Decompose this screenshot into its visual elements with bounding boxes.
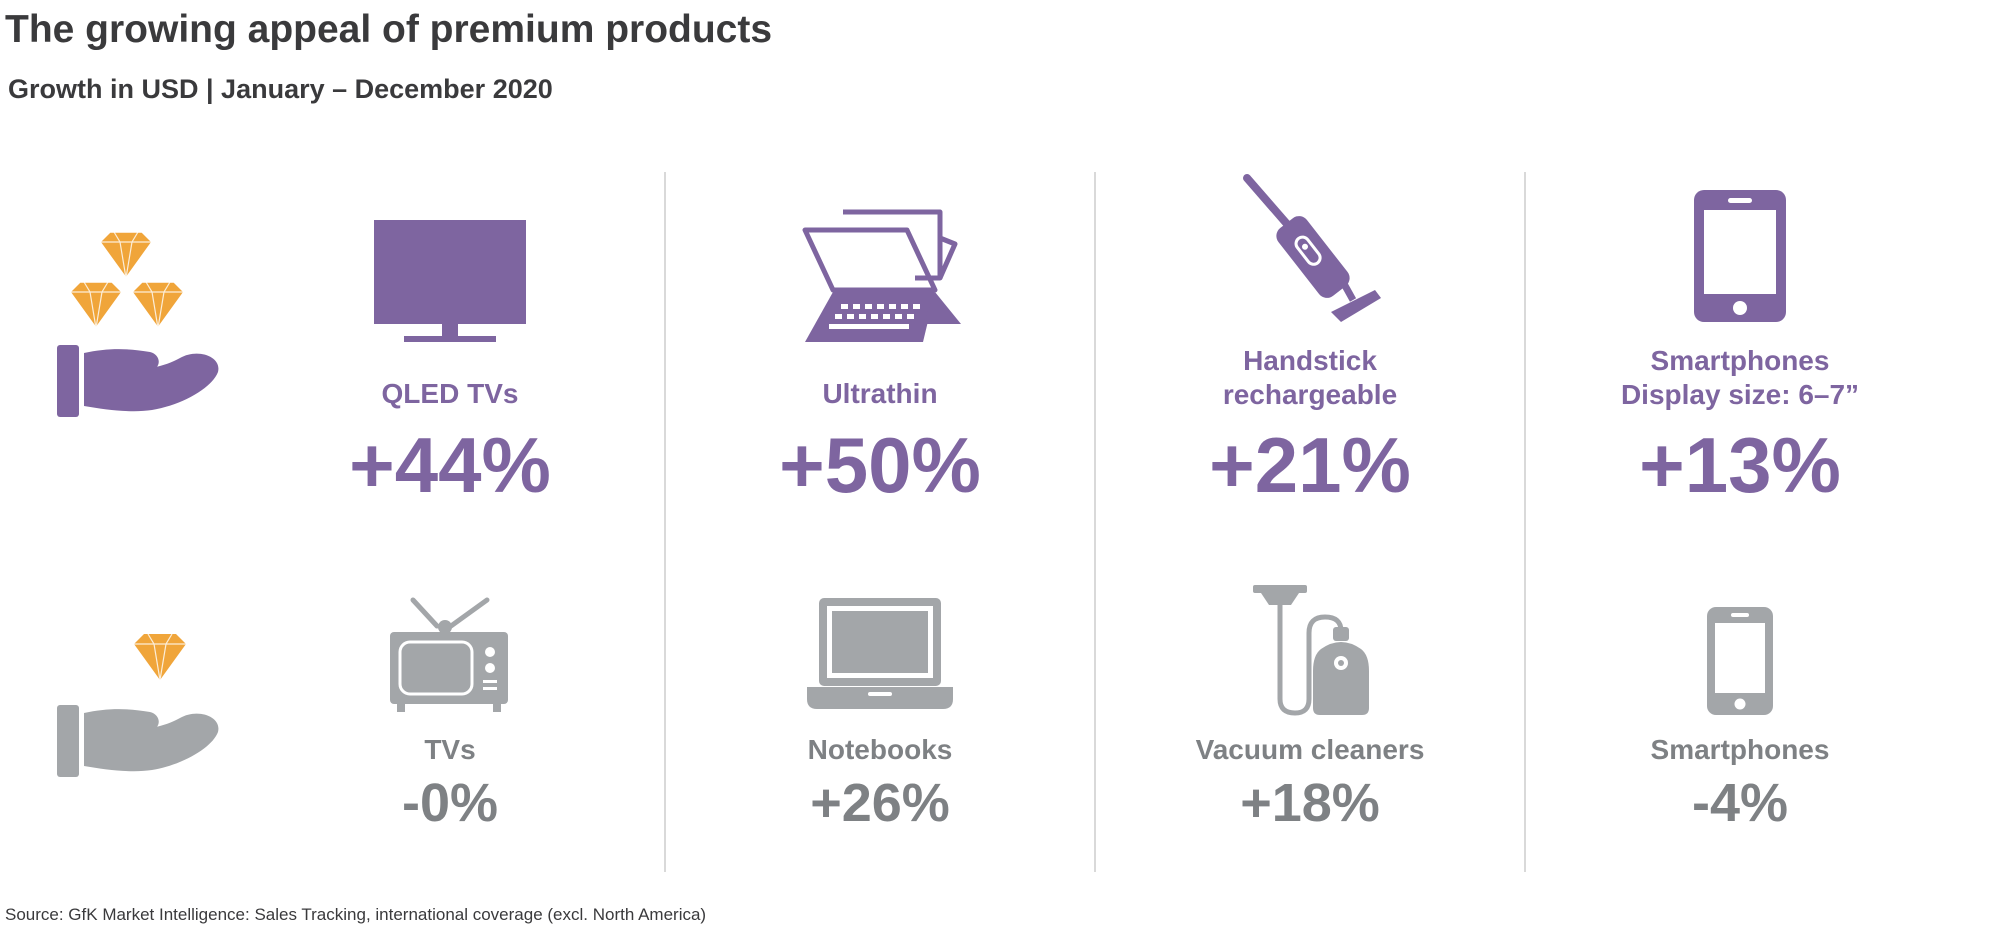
category-label: TVs — [424, 734, 476, 765]
hand-with-one-diamond-icon — [57, 633, 219, 777]
ultrathin-laptop-icon — [802, 209, 961, 342]
page-subtitle: Growth in USD | January – December 2020 — [8, 74, 553, 104]
category-label-line2: rechargeable — [1222, 379, 1398, 410]
hand-with-three-diamonds-icon — [57, 231, 219, 417]
column-divider — [664, 172, 666, 872]
category-label: Handstick rechargeable — [1110, 344, 1510, 412]
category-label: Smartphones — [1650, 734, 1830, 765]
canister-vacuum-icon — [1253, 585, 1369, 716]
growth-value: +26% — [810, 773, 950, 833]
category-label: Vacuum cleaners — [1195, 734, 1425, 765]
column-divider — [1524, 172, 1526, 872]
column-divider — [1094, 172, 1096, 872]
category-label-line1: Handstick — [1243, 345, 1377, 376]
growth-value: +21% — [1209, 421, 1411, 509]
growth-value: +18% — [1240, 773, 1380, 833]
notebook-icon — [807, 598, 953, 709]
category-label: Notebooks — [807, 734, 953, 765]
category-label: Smartphones Display size: 6–7” — [1540, 344, 1940, 412]
growth-value: -4% — [1691, 773, 1789, 833]
flat-tv-icon — [374, 220, 526, 342]
retro-tv-icon — [390, 597, 508, 712]
source-note: Source: GfK Market Intelligence: Sales T… — [5, 905, 707, 924]
growth-value: +13% — [1639, 421, 1841, 509]
category-label-line2: Display size: 6–7” — [1620, 379, 1860, 410]
growth-value: -0% — [401, 773, 499, 833]
large-smartphone-icon — [1694, 190, 1786, 322]
stick-vacuum-icon — [1243, 174, 1381, 322]
page-title: The growing appeal of premium products — [5, 8, 773, 51]
category-label-line1: Smartphones — [1650, 345, 1830, 376]
smartphone-icon — [1707, 607, 1773, 715]
growth-value: +50% — [779, 421, 981, 509]
growth-value: +44% — [349, 421, 551, 509]
category-label: QLED TVs — [381, 378, 519, 409]
category-label: Ultrathin — [822, 378, 938, 409]
